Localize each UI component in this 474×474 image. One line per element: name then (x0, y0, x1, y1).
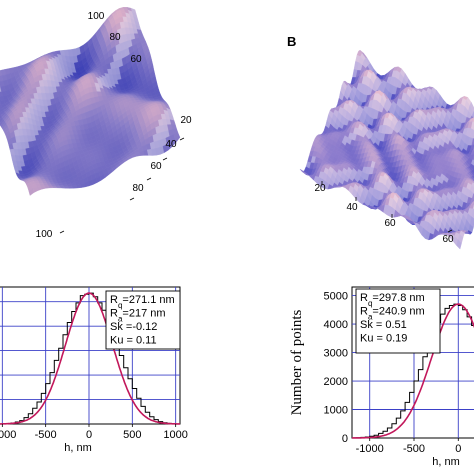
surface-facet (471, 112, 474, 120)
stat-rq: Rq=297.8 nm (360, 292, 425, 308)
stat-ra-symbol: R (110, 308, 118, 320)
stat-rq-value: =271.1 nm (122, 294, 174, 306)
surface-y-tick: 40 (165, 139, 177, 150)
surface-tick-mark (59, 230, 65, 234)
panel-letter-b: B (287, 34, 296, 49)
surface-y-tick: 100 (36, 229, 53, 240)
surface-tick-mark (162, 157, 168, 161)
surface-y-tick: 20 (180, 115, 192, 126)
surface-x-tick: 60 (384, 218, 396, 229)
stat-rq-value: =297.8 nm (372, 292, 424, 304)
stat-ra-sub: a (118, 314, 123, 323)
y-tick-label: 0 (342, 433, 348, 445)
y-tick-label: 5000 (324, 291, 348, 303)
stat-ra-value: =217 nm (122, 308, 165, 320)
surface-x-tick: 80 (109, 32, 121, 43)
stat-ra-value: =240.9 nm (372, 306, 424, 318)
stat-rq-symbol: R (110, 294, 118, 306)
x-axis-label: h, nm (64, 442, 92, 454)
y-tick-label: 2000 (324, 376, 348, 388)
x-tick-label: -500 (35, 429, 57, 441)
stat-rq-sub: q (118, 301, 122, 310)
x-axis-label: h, nm (432, 456, 460, 468)
histogram-b: -1000 -500 0h, nm010002000300040005000Numb… (289, 286, 474, 468)
stat-sk: Sk = 0.51 (360, 319, 407, 331)
x-tick-label: 0 (455, 443, 461, 455)
y-tick-label: 3000 (324, 348, 348, 360)
stat-ra-sub: a (368, 312, 373, 321)
surface-x-tick: 40 (346, 202, 358, 213)
stats-box (355, 288, 441, 354)
y-tick-label: 4000 (324, 319, 348, 331)
stat-ku: Ku = 0.19 (360, 333, 407, 345)
x-tick-label: -1000 (356, 443, 384, 455)
surface-x-tick: 20 (314, 183, 326, 194)
surface-tick-mark (179, 137, 185, 141)
stat-ku: Ku = 0.11 (110, 335, 157, 347)
x-tick-label: 1000 (163, 429, 187, 441)
x-tick-label: 500 (123, 429, 141, 441)
stats-box (105, 290, 181, 350)
surface-x-tick: 100 (88, 11, 105, 22)
surface-y-tick: 60 (442, 234, 454, 245)
x-tick-label: 0 (86, 429, 92, 441)
gaussian-fit-line (0, 292, 180, 425)
gaussian-fit-line (352, 303, 474, 439)
surface-y-tick: 80 (132, 183, 144, 194)
surface-facet (456, 239, 462, 250)
surface-tick-mark (146, 177, 152, 181)
stat-rq-sub: q (368, 299, 372, 308)
x-tick-label: -500 (403, 443, 425, 455)
stat-rq-symbol: R (360, 292, 368, 304)
surface-facet (471, 138, 474, 146)
surface-x-tick: 60 (130, 54, 142, 65)
surface-tick-mark (129, 197, 135, 201)
y-tick-label: 1000 (324, 405, 348, 417)
x-tick-label: -1000 (0, 429, 16, 441)
surface-facet (174, 134, 181, 143)
stat-ra: Ra=240.9 nm (360, 306, 425, 322)
surface-plot-b: 20 40 60 60 (299, 49, 474, 250)
stat-ra-symbol: R (360, 306, 368, 318)
stat-sk: Sk =-0.12 (110, 321, 157, 333)
stat-rq: Rq=271.1 nm (110, 294, 175, 310)
y-axis-label: Number of points (289, 309, 305, 415)
stat-ra: Ra=217 nm (110, 308, 166, 324)
surface-tick-mark (447, 229, 453, 233)
surface-y-tick: 60 (150, 161, 162, 172)
